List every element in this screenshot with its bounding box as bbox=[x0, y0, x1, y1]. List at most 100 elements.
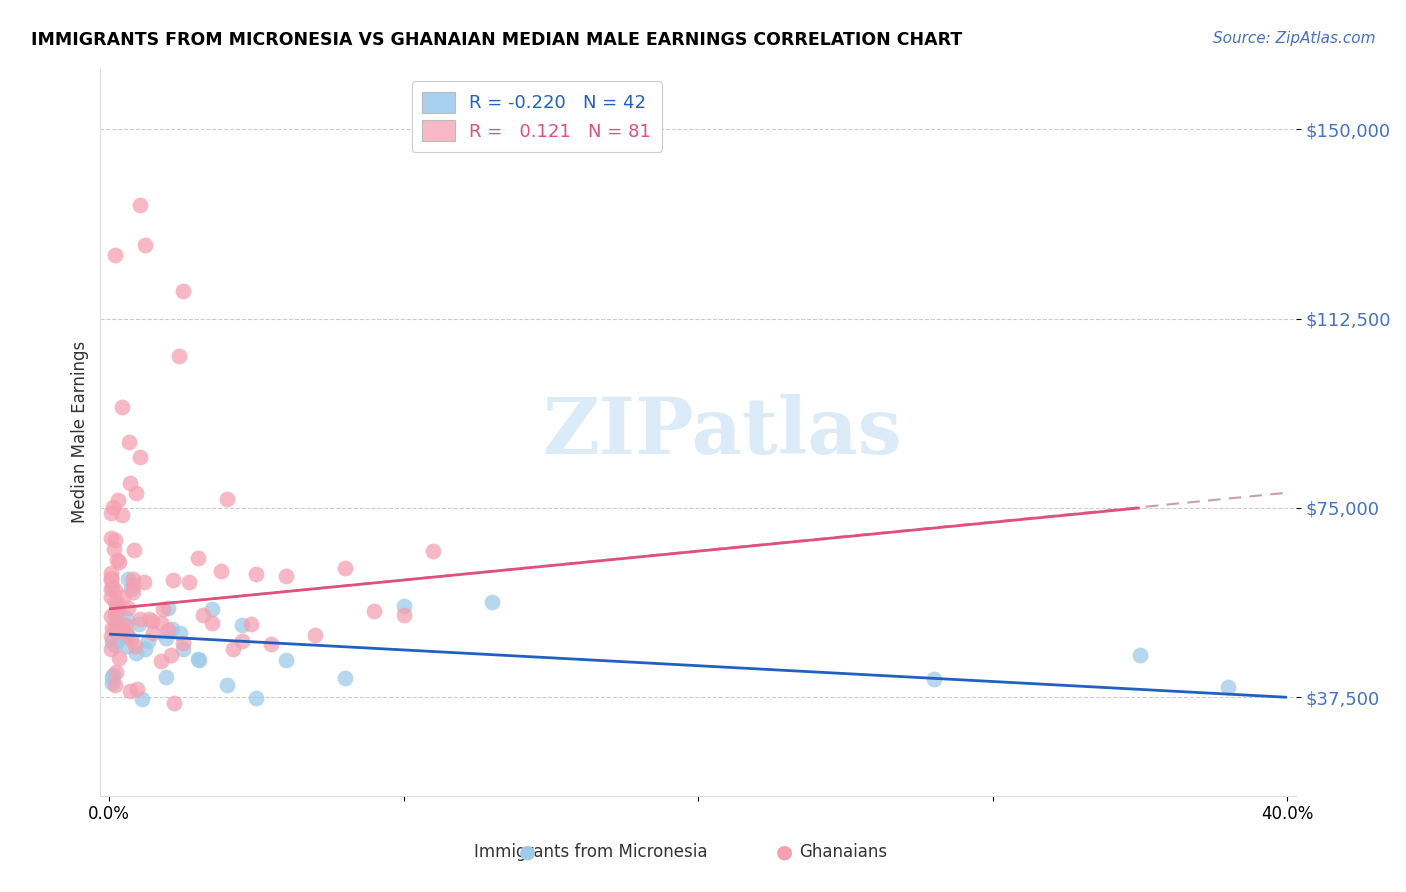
Point bbox=[104, 612, 127, 626]
Point bbox=[129, 450, 152, 465]
Point bbox=[231, 634, 253, 648]
Point bbox=[105, 665, 128, 680]
Point bbox=[117, 601, 139, 615]
Point bbox=[104, 617, 127, 632]
Point bbox=[201, 601, 224, 615]
Text: ●: ● bbox=[519, 842, 536, 862]
Point bbox=[155, 631, 177, 645]
Point bbox=[114, 628, 136, 642]
Point bbox=[186, 550, 208, 565]
Point bbox=[239, 616, 262, 631]
Text: ZIPatlas: ZIPatlas bbox=[543, 394, 901, 470]
Point bbox=[101, 500, 124, 514]
Point bbox=[111, 508, 134, 522]
Point bbox=[115, 639, 138, 653]
Point bbox=[100, 629, 122, 643]
Point bbox=[127, 681, 149, 696]
Point bbox=[172, 641, 194, 656]
Point bbox=[392, 599, 415, 614]
Point bbox=[333, 671, 356, 685]
Point bbox=[138, 612, 160, 626]
Point bbox=[231, 618, 253, 632]
Point bbox=[117, 572, 139, 586]
Point bbox=[1129, 648, 1152, 662]
Point bbox=[124, 639, 146, 653]
Point bbox=[134, 238, 156, 252]
Point bbox=[122, 578, 145, 592]
Y-axis label: Median Male Earnings: Median Male Earnings bbox=[72, 341, 89, 524]
Point bbox=[108, 651, 131, 665]
Point bbox=[152, 602, 174, 616]
Point bbox=[274, 569, 297, 583]
Point bbox=[104, 533, 127, 548]
Text: IMMIGRANTS FROM MICRONESIA VS GHANAIAN MEDIAN MALE EARNINGS CORRELATION CHART: IMMIGRANTS FROM MICRONESIA VS GHANAIAN M… bbox=[31, 31, 962, 49]
Point bbox=[392, 608, 415, 623]
Point bbox=[129, 198, 152, 212]
Point bbox=[149, 615, 172, 630]
Point bbox=[167, 350, 190, 364]
Point bbox=[169, 626, 191, 640]
Point bbox=[136, 633, 159, 648]
Legend: R = -0.220   N = 42, R =   0.121   N = 81: R = -0.220 N = 42, R = 0.121 N = 81 bbox=[412, 81, 662, 152]
Point bbox=[162, 573, 184, 587]
Point bbox=[120, 475, 142, 490]
Point bbox=[115, 627, 138, 641]
Point bbox=[121, 572, 143, 586]
Text: Immigrants from Micronesia: Immigrants from Micronesia bbox=[474, 843, 707, 861]
Point bbox=[104, 583, 127, 598]
Point bbox=[100, 609, 122, 624]
Point bbox=[157, 600, 180, 615]
Point bbox=[121, 584, 143, 599]
Point bbox=[101, 670, 124, 684]
Point bbox=[131, 692, 153, 706]
Text: Source: ZipAtlas.com: Source: ZipAtlas.com bbox=[1212, 31, 1375, 46]
Point bbox=[124, 485, 146, 500]
Point bbox=[107, 555, 129, 569]
Point bbox=[100, 641, 122, 656]
Point bbox=[104, 606, 127, 620]
Point bbox=[114, 618, 136, 632]
Point bbox=[120, 582, 142, 597]
Point bbox=[100, 506, 122, 520]
Point bbox=[105, 599, 128, 614]
Point bbox=[215, 678, 238, 692]
Point bbox=[100, 590, 122, 604]
Point bbox=[111, 400, 134, 414]
Point bbox=[100, 566, 122, 580]
Text: Ghanaians: Ghanaians bbox=[800, 843, 887, 861]
Point bbox=[142, 626, 165, 640]
Point bbox=[132, 575, 155, 590]
Point bbox=[209, 564, 232, 578]
Point bbox=[112, 624, 135, 639]
Point bbox=[128, 617, 150, 632]
Point bbox=[172, 636, 194, 650]
Point bbox=[122, 543, 145, 558]
Point bbox=[101, 667, 124, 681]
Point bbox=[1216, 680, 1239, 694]
Point bbox=[134, 641, 156, 656]
Point bbox=[117, 435, 139, 450]
Point bbox=[155, 670, 177, 684]
Point bbox=[363, 604, 385, 618]
Point bbox=[118, 683, 141, 698]
Point bbox=[333, 561, 356, 575]
Point bbox=[193, 607, 215, 622]
Point bbox=[100, 531, 122, 545]
Point bbox=[101, 676, 124, 690]
Point bbox=[104, 620, 127, 634]
Point bbox=[274, 653, 297, 667]
Point bbox=[103, 541, 125, 556]
Point bbox=[245, 690, 267, 705]
Point bbox=[222, 642, 245, 657]
Point bbox=[117, 628, 139, 642]
Point bbox=[163, 696, 186, 710]
Point bbox=[111, 591, 134, 605]
Point bbox=[100, 571, 122, 585]
Point bbox=[107, 603, 129, 617]
Point bbox=[114, 611, 136, 625]
Point bbox=[107, 492, 129, 507]
Point bbox=[260, 637, 283, 651]
Point bbox=[100, 582, 122, 596]
Point bbox=[922, 672, 945, 686]
Point bbox=[186, 651, 208, 665]
